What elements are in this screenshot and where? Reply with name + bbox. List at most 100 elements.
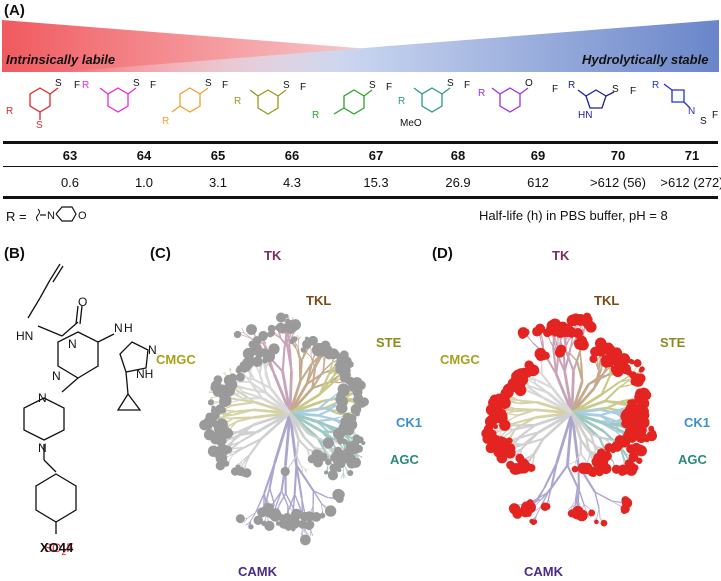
kinome-branch (295, 439, 300, 456)
kinase-hit-dot (350, 404, 362, 415)
kinase-hit-dot (485, 442, 496, 454)
kinome-branch (233, 397, 244, 403)
kinome-branch (322, 362, 333, 372)
kinase-hit-dot (275, 521, 281, 526)
kinome-branch (314, 446, 323, 451)
r-69: R (478, 88, 485, 99)
kinase-hit-dot (280, 466, 290, 477)
structure-63: S F S R (6, 78, 80, 131)
kinase-hit-dot (621, 497, 633, 509)
kinome-branch (568, 506, 572, 510)
kinase-hit-dot (591, 348, 599, 356)
label-c-tk: TK (264, 248, 282, 263)
kinome-branch (593, 371, 600, 389)
kinase-hit-dot (334, 446, 342, 455)
kinome-branch (557, 336, 559, 343)
kinase-hit-dot (246, 324, 257, 335)
kinome-branch (294, 342, 299, 349)
kinase-hit-dot (600, 519, 608, 527)
kinome-branch (308, 432, 324, 442)
structure-68: S F R MeO (398, 78, 470, 129)
kinome-branch (593, 517, 598, 521)
kinome-branch (508, 413, 519, 417)
half-life-66: 4.3 (282, 175, 302, 190)
kinome-branch (515, 416, 537, 430)
kinome-branch (259, 364, 263, 375)
morpholine-structure: N O (36, 206, 87, 222)
kinome-branch (594, 491, 600, 509)
kinome-branch (222, 414, 234, 418)
xo44-so2f: SO2F (44, 541, 74, 557)
table-top-rule (3, 141, 718, 144)
kinome-branch (269, 387, 292, 414)
kinome-branch (268, 462, 276, 489)
kinase-hit-dot (598, 458, 603, 464)
kinome-branch (244, 518, 248, 523)
kinome-branch (241, 334, 252, 339)
r-67: R (312, 110, 319, 121)
kinase-hit-dot (627, 468, 632, 473)
kinome-branch (563, 346, 572, 372)
structure-71: N S F R (652, 80, 718, 127)
kinase-hit-dot (260, 348, 270, 358)
r-70: R (568, 80, 575, 91)
kinase-hit-dot (622, 468, 629, 475)
kinase-hit-dot (559, 322, 568, 331)
kinome-branch (599, 409, 616, 417)
kinome-branch (519, 401, 537, 405)
kinome-branch (240, 371, 245, 375)
kinome-branch (571, 500, 576, 507)
compound-id-70: 70 (610, 148, 626, 163)
kinase-hit-dot (340, 371, 350, 380)
kinase-hit-dot (515, 377, 524, 387)
kinase-hit-dot (594, 519, 599, 525)
kinase-hit-dot (267, 503, 274, 511)
kinome-branch (598, 508, 601, 519)
kinase-hit-dot (498, 397, 503, 402)
half-life-70: >612 (56) (589, 175, 646, 190)
r-66: R (234, 96, 241, 107)
r-group-label: R = (6, 209, 27, 224)
s-65: S (205, 78, 212, 89)
s-68: S (447, 78, 454, 89)
kinome-branch (568, 463, 572, 465)
kinome-branch (274, 331, 281, 338)
kinase-hit-dot (206, 412, 217, 423)
r-63: R (6, 106, 13, 117)
kinome-branch (585, 436, 598, 448)
r-65: R (162, 116, 169, 127)
kinase-hit-dot (207, 445, 220, 457)
xo44-hn: HN (16, 329, 33, 343)
kinase-hit-dot (237, 374, 245, 382)
kinome-branch (303, 436, 317, 450)
kinome-branch (310, 504, 314, 513)
kinome-branch (227, 420, 238, 427)
kinome-branch (574, 460, 577, 467)
kinome-branch (244, 374, 251, 383)
kinome-branch (243, 437, 262, 449)
kinase-hit-dot (315, 459, 322, 467)
kinome-branch (541, 486, 552, 500)
kinome-branch (278, 331, 281, 338)
kinome-branch (311, 381, 331, 390)
kinase-hit-dot (220, 407, 227, 414)
kinase-hit-dot (342, 439, 348, 445)
xo44-n1: N (68, 337, 77, 351)
kinome-branch (625, 453, 628, 461)
kinase-hit-dot (347, 469, 354, 477)
kinase-hit-dot (518, 465, 527, 474)
kinase-hit-dot (626, 460, 632, 466)
kinome-branch (288, 412, 300, 441)
s-63: S (55, 78, 62, 89)
kinase-hit-dot (300, 511, 310, 522)
kinome-branch (290, 455, 298, 465)
kinome-branch (292, 345, 298, 351)
label-d-camk: CAMK (524, 564, 563, 579)
kinase-hit-dot (223, 456, 228, 461)
kinome-branch (288, 337, 291, 350)
kinome-branch (285, 493, 295, 509)
kinome-branch (326, 464, 329, 470)
label-c-ste: STE (376, 335, 402, 350)
kinome-branch (596, 445, 605, 450)
kinome-branch (281, 346, 286, 372)
